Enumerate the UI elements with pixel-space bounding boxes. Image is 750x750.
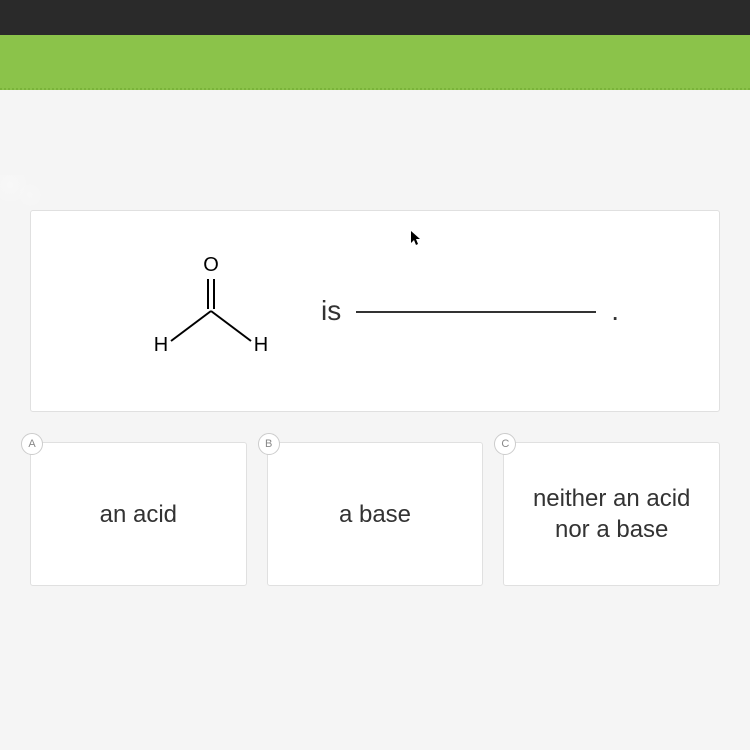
option-letter-c: C bbox=[494, 433, 516, 455]
option-c[interactable]: C neither an acid nor a base bbox=[503, 442, 720, 586]
question-card: O H H is . bbox=[30, 210, 720, 412]
atom-hydrogen-left: H bbox=[154, 334, 168, 356]
option-text-a: an acid bbox=[100, 499, 177, 530]
cursor-icon bbox=[411, 231, 423, 250]
content-area: O H H is . A an acid bbox=[0, 90, 750, 616]
question-text: is . bbox=[321, 295, 619, 327]
option-letter-b: B bbox=[258, 433, 280, 455]
quiz-header bbox=[0, 35, 750, 90]
blank-line bbox=[356, 309, 596, 313]
option-a[interactable]: A an acid bbox=[30, 442, 247, 586]
option-text-b: a base bbox=[339, 499, 411, 530]
atom-oxygen: O bbox=[203, 254, 219, 276]
atom-hydrogen-right: H bbox=[254, 334, 268, 356]
page-container: O H H is . A an acid bbox=[0, 35, 750, 750]
browser-chrome bbox=[0, 0, 750, 35]
options-row: A an acid B a base C neither an acid nor… bbox=[30, 442, 720, 586]
option-text-c: neither an acid nor a base bbox=[519, 483, 704, 545]
option-b[interactable]: B a base bbox=[267, 442, 484, 586]
connector-word: is bbox=[321, 295, 341, 327]
molecule-structure: O H H bbox=[131, 251, 291, 371]
trailing-period: . bbox=[611, 295, 619, 327]
option-letter-a: A bbox=[21, 433, 43, 455]
